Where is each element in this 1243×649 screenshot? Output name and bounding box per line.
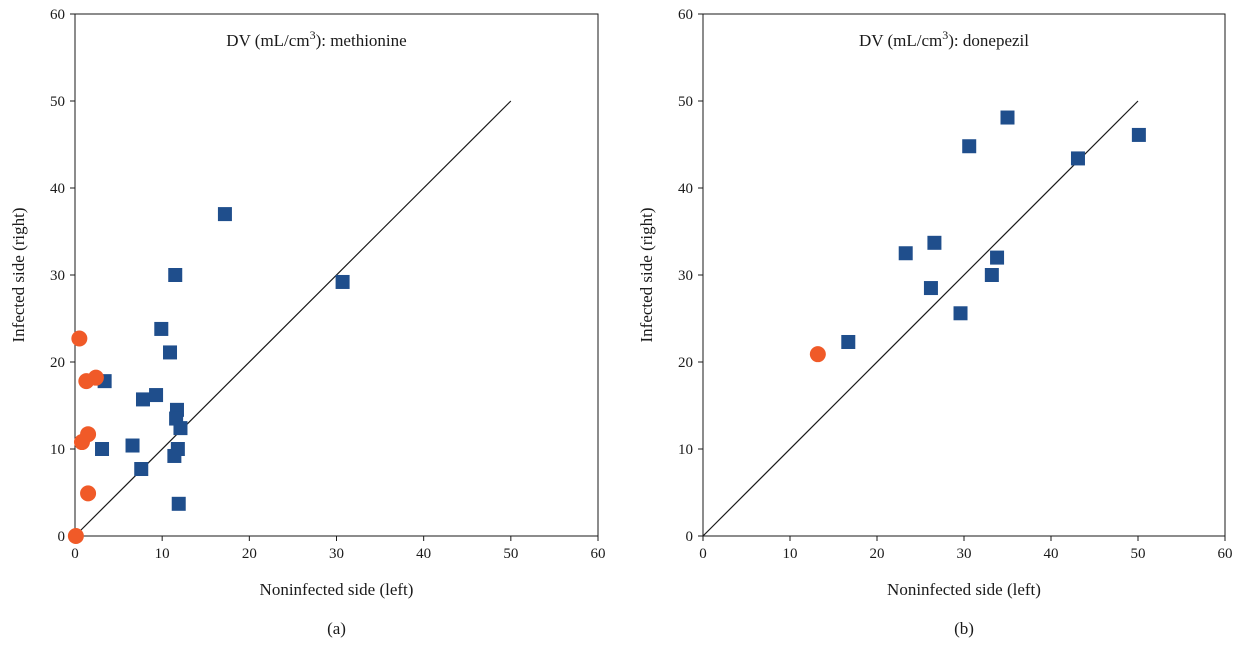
x-tick-label: 10: [155, 546, 170, 562]
circle-data-point: [68, 528, 84, 544]
square-data-point: [134, 462, 148, 476]
square-data-point: [962, 139, 976, 153]
chart-title: DV (mL/cm3): methionine: [226, 28, 406, 50]
y-tick-label: 30: [50, 268, 65, 284]
x-axis-title: Noninfected side (left): [887, 580, 1041, 599]
chart-title-suffix: ): methionine: [316, 31, 407, 50]
square-data-point: [990, 251, 1004, 265]
panel-label: (a): [327, 619, 346, 638]
y-tick-label: 50: [678, 94, 693, 110]
x-tick-label: 50: [1131, 546, 1146, 562]
chart-title-prefix: DV (mL/cm: [859, 31, 942, 50]
y-tick-label: 60: [50, 7, 65, 23]
circle-data-point: [810, 346, 826, 362]
square-data-point: [167, 449, 181, 463]
chart-title-prefix: DV (mL/cm: [226, 31, 309, 50]
square-data-point: [954, 306, 968, 320]
square-data-point: [985, 268, 999, 282]
square-data-point: [1001, 111, 1015, 125]
x-tick-label: 20: [242, 546, 257, 562]
square-data-point: [336, 275, 350, 289]
circle-data-point: [71, 331, 87, 347]
y-tick-label: 60: [678, 7, 693, 23]
x-tick-label: 30: [957, 546, 972, 562]
x-tick-label: 60: [1218, 546, 1233, 562]
y-tick-label: 20: [50, 355, 65, 371]
square-data-point: [149, 388, 163, 402]
y-tick-label: 0: [686, 529, 694, 545]
square-data-point: [899, 246, 913, 260]
y-tick-label: 0: [58, 529, 66, 545]
x-axis-title: Noninfected side (left): [260, 580, 414, 599]
circle-data-point: [74, 434, 90, 450]
y-tick-label: 30: [678, 268, 693, 284]
y-tick-label: 20: [678, 355, 693, 371]
x-tick-label: 50: [503, 546, 518, 562]
x-tick-label: 40: [416, 546, 431, 562]
square-data-point: [95, 442, 109, 456]
square-data-point: [1132, 128, 1146, 142]
x-tick-label: 0: [71, 546, 79, 562]
circle-data-point: [78, 373, 94, 389]
chart-title: DV (mL/cm3): donepezil: [859, 28, 1029, 50]
square-data-point: [924, 281, 938, 295]
identity-reference-line: [703, 101, 1138, 536]
square-data-point: [172, 497, 186, 511]
square-data-point: [168, 268, 182, 282]
square-data-point: [126, 439, 140, 453]
panel-a: 0 10 20 30 40 50 60 0 10 20 30 40 50 60 DV (mL/cm3): m…: [9, 7, 606, 638]
x-tick-label: 30: [329, 546, 344, 562]
square-data-point: [173, 421, 187, 435]
square-data-point: [1071, 151, 1085, 165]
y-tick-label: 40: [50, 181, 65, 197]
circle-data-point: [80, 485, 96, 501]
square-data-point: [841, 335, 855, 349]
x-tick-label: 60: [591, 546, 606, 562]
y-tick-label: 40: [678, 181, 693, 197]
y-tick-label: 10: [50, 442, 65, 458]
y-axis-title: Infected side (right): [9, 208, 28, 343]
square-data-point: [927, 236, 941, 250]
x-tick-label: 20: [870, 546, 885, 562]
square-data-point: [218, 207, 232, 221]
panel-label: (b): [954, 619, 974, 638]
y-axis-title: Infected side (right): [637, 208, 656, 343]
y-tick-label: 50: [50, 94, 65, 110]
square-data-point: [163, 345, 177, 359]
y-tick-label: 10: [678, 442, 693, 458]
panel-b: 0 10 20 30 40 50 60 0 10 20 30 40 50 60 DV (mL/cm3): d…: [637, 7, 1233, 638]
square-data-point: [154, 322, 168, 336]
chart-title-suffix: ): donepezil: [948, 31, 1029, 50]
x-tick-label: 10: [783, 546, 798, 562]
x-tick-label: 40: [1044, 546, 1059, 562]
x-tick-label: 0: [699, 546, 707, 562]
square-data-point: [136, 392, 150, 406]
